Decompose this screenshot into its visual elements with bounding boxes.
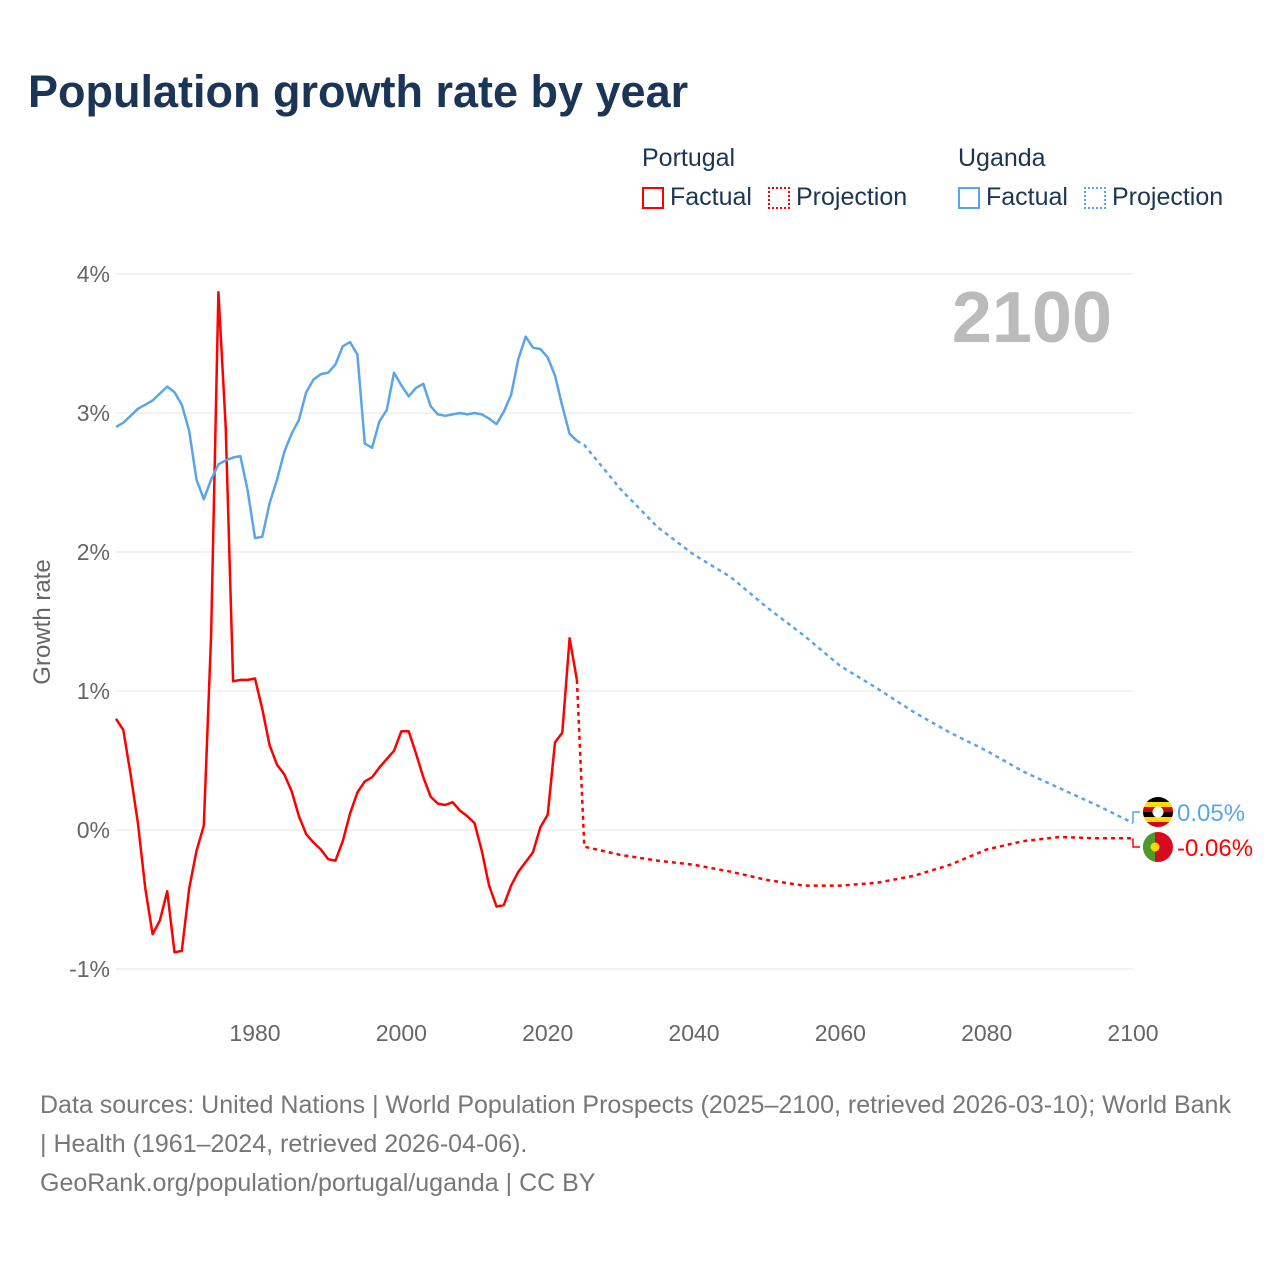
stripe (1143, 802, 1173, 807)
legend-item-projection[interactable]: Projection (1083, 183, 1224, 212)
x-tick-label: 2040 (668, 1020, 719, 1046)
y-tick-label: 1% (77, 678, 110, 704)
line-uganda-factual (115, 335, 578, 540)
year-watermark: 2100 (952, 278, 1112, 358)
x-tick-label: 2000 (376, 1020, 427, 1046)
legend-swatch-solid (958, 186, 980, 209)
line-portugal-factual (114, 290, 579, 954)
legend-title: Portugal (642, 144, 736, 172)
page-title: Population growth rate by year (28, 66, 689, 117)
x-tick-label: 2060 (815, 1020, 866, 1046)
legend-title: Uganda (958, 144, 1046, 172)
legend-swatch-dotted (1083, 186, 1106, 209)
x-tick-label: 2080 (961, 1020, 1012, 1046)
stripe (1143, 817, 1173, 822)
y-tick-label: 0% (77, 817, 110, 843)
legend-portugal: Portugal Factual Projection (642, 144, 907, 212)
legend-uganda: Uganda Factual Projection (958, 144, 1223, 212)
y-tick-label: 4% (77, 261, 110, 287)
x-tick-label: 2100 (1107, 1020, 1158, 1046)
legend-label: Projection (1111, 183, 1224, 211)
emblem (1152, 806, 1164, 818)
end-label-portugal: -0.06% (1177, 835, 1253, 862)
connector (1132, 811, 1140, 824)
line-portugal-projection (575, 679, 1133, 887)
legend-label: Factual (670, 183, 752, 211)
y-tick-label: -1% (69, 956, 110, 982)
legend-label: Projection (795, 183, 908, 211)
end-label-uganda: 0.05% (1177, 800, 1245, 827)
y-tick-label: 2% (77, 539, 110, 565)
portugal-flag-icon (1143, 832, 1173, 862)
x-tick-label: 2020 (522, 1020, 573, 1046)
y-axis-label: Growth rate (29, 559, 56, 684)
legend-item-factual[interactable]: Factual (642, 183, 752, 212)
emblem (1150, 842, 1160, 852)
x-tick-label: 1980 (229, 1020, 280, 1046)
y-tick-label: 3% (77, 400, 110, 426)
legend-item-projection[interactable]: Projection (767, 183, 908, 212)
uganda-flag-icon (1143, 797, 1173, 827)
legend-label: Factual (986, 183, 1068, 211)
flag-stripes (1143, 797, 1173, 827)
legend-swatch-dotted (767, 186, 790, 209)
flag-fields (1143, 832, 1173, 862)
legend-swatch-solid (642, 186, 664, 209)
credit-link[interactable]: GeoRank.org/population/portugal/uganda |… (40, 1169, 596, 1197)
stripe (1143, 822, 1173, 827)
stripe (1143, 797, 1173, 802)
footer: Data sources: United Nations | World Pop… (40, 1086, 1240, 1203)
green-field (1143, 832, 1155, 862)
legend-item-factual[interactable]: Factual (958, 183, 1068, 212)
data-sources: Data sources: United Nations | World Pop… (40, 1091, 1231, 1158)
line-uganda-projection (576, 439, 1134, 825)
connector (1132, 838, 1140, 848)
